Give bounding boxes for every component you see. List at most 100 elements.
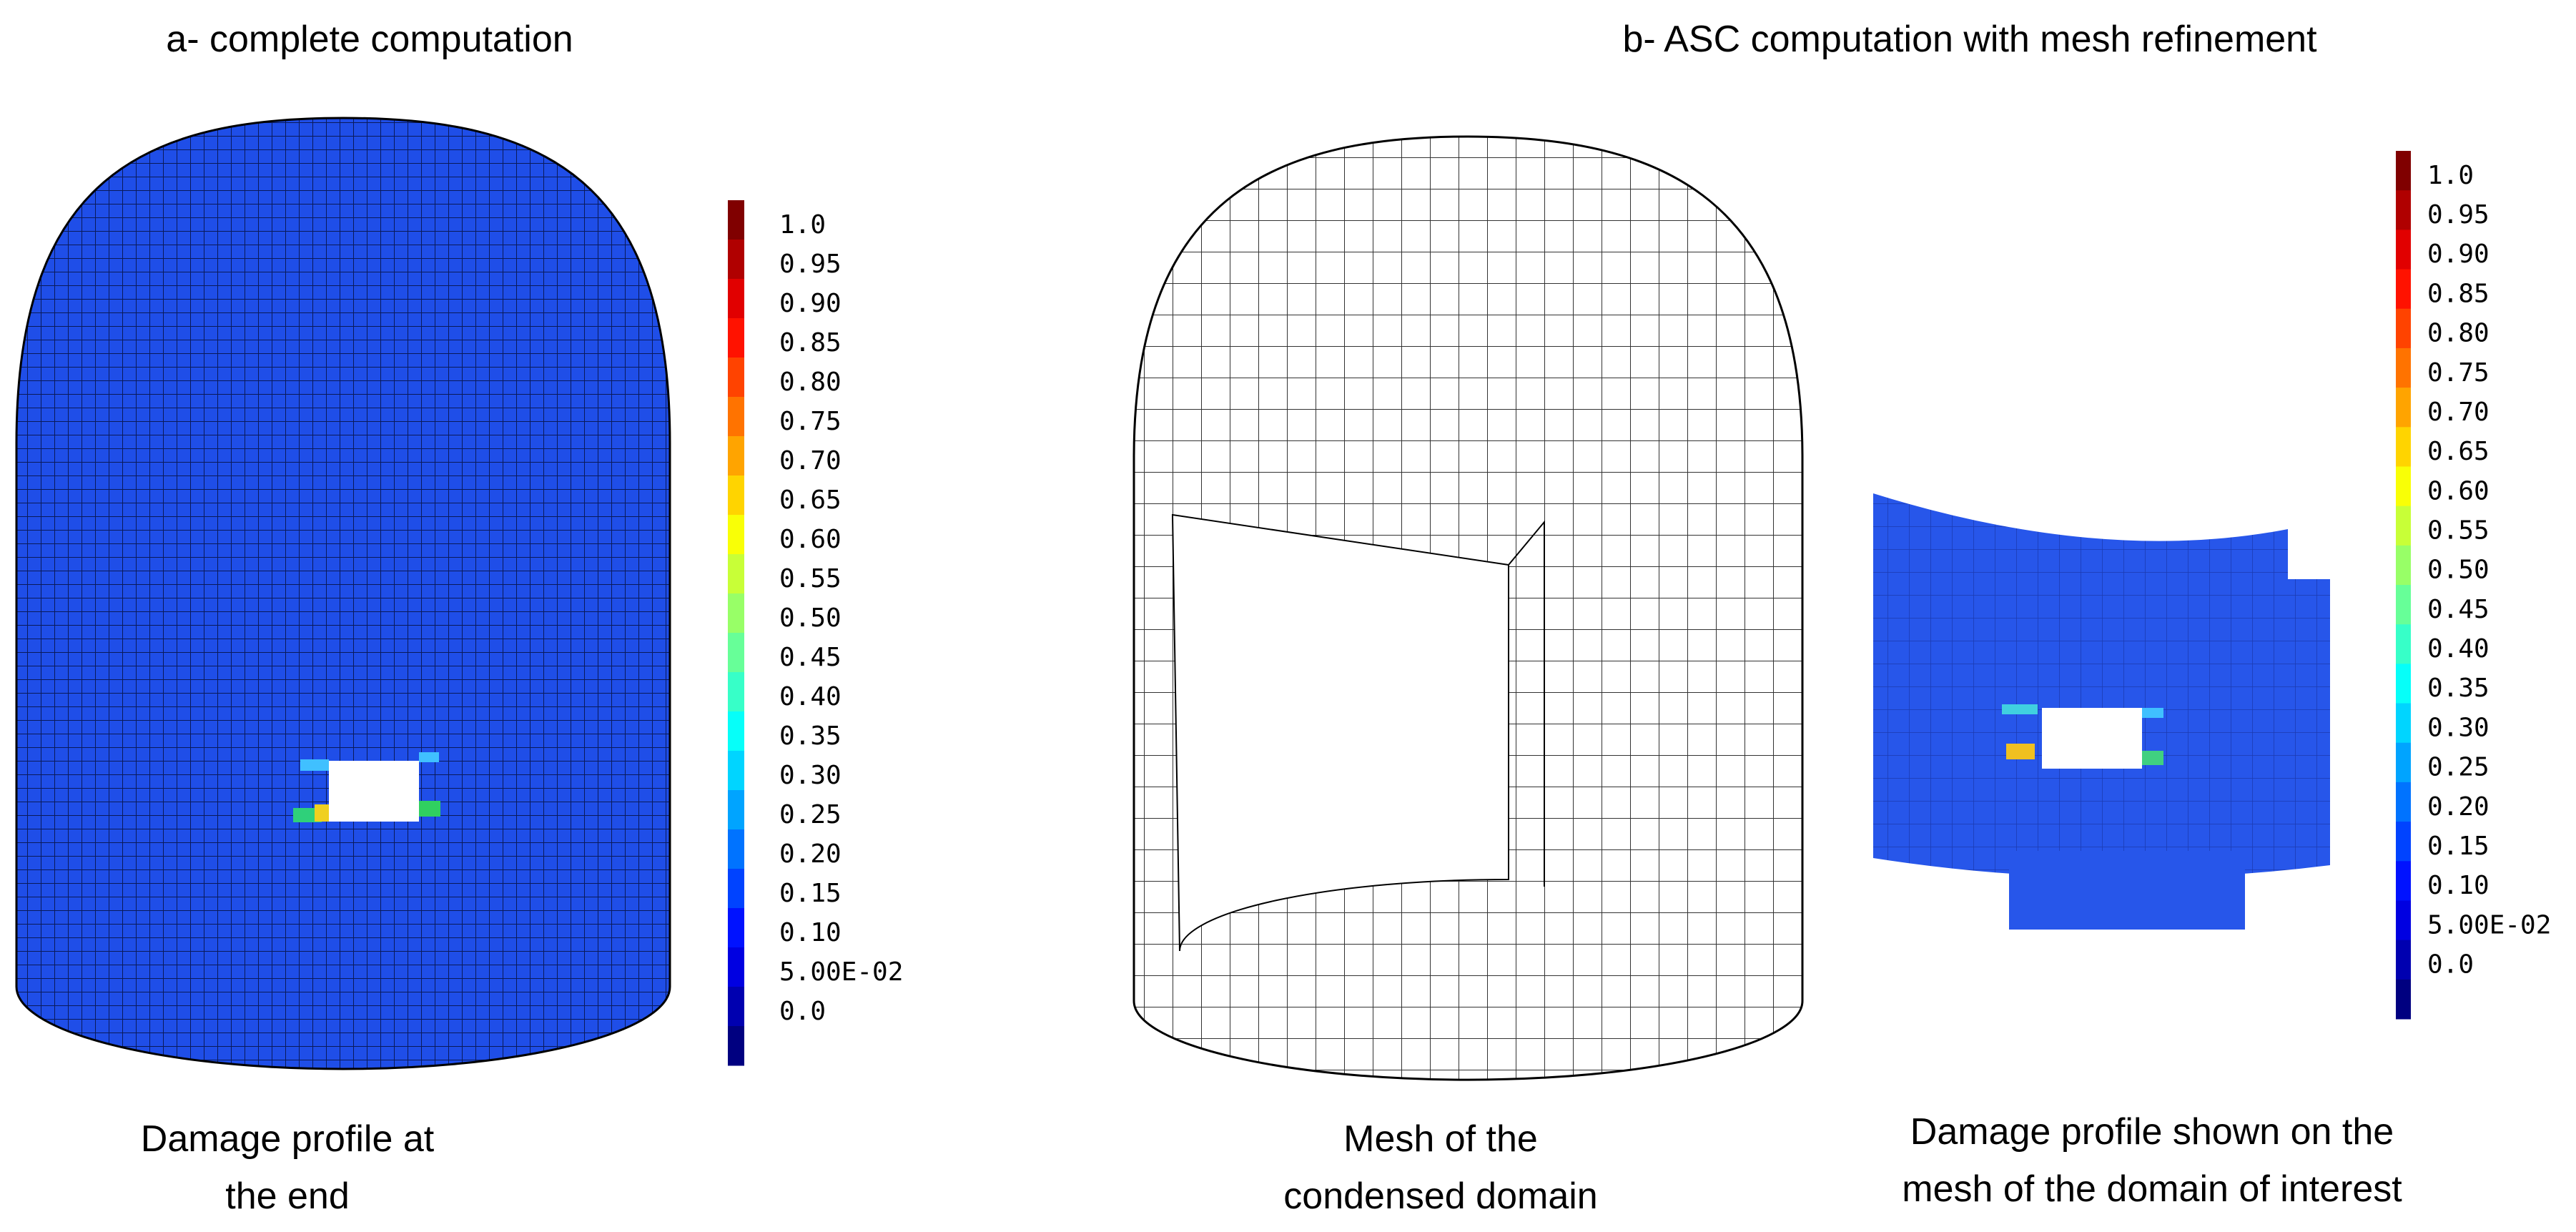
colorbar-segment <box>728 947 744 987</box>
colorbar-segment <box>728 711 744 751</box>
colorbar-label: 0.90 <box>2427 240 2489 269</box>
damage-spot <box>419 752 439 762</box>
colorbar-segment <box>2396 427 2411 467</box>
colorbar-segment <box>2396 151 2411 191</box>
damage-dome <box>15 117 671 1070</box>
colorbar-label: 5.00E-02 <box>779 957 903 987</box>
colorbar-label: 0.20 <box>779 839 842 869</box>
colorbar-segment <box>2396 624 2411 664</box>
caption-line: Damage profile at <box>141 1118 435 1160</box>
damage-spot <box>315 804 329 822</box>
colorbar-segment <box>728 318 744 358</box>
colorbar-label: 0.30 <box>2427 713 2489 742</box>
colorbar-segment <box>728 554 744 594</box>
colorbar-segment <box>728 593 744 634</box>
colorbar-label: 0.75 <box>779 407 842 436</box>
colorbar-segment <box>2396 900 2411 941</box>
colorbar-label: 0.0 <box>779 997 826 1026</box>
colorbar-label: 0.80 <box>779 368 842 397</box>
colorbar-segment <box>728 908 744 948</box>
colorbar-segment <box>728 475 744 516</box>
colorbar-label: 0.85 <box>779 328 842 358</box>
colorbar-label: 0.75 <box>2427 358 2489 388</box>
colorbar-segment <box>2396 782 2411 822</box>
colorbar-label: 0.55 <box>2427 516 2489 546</box>
colorbar-segment <box>2396 703 2411 744</box>
caption-line: condensed domain <box>1283 1176 1597 1217</box>
colorbar-segment <box>2396 822 2411 862</box>
colorbar-label: 0.95 <box>2427 200 2489 230</box>
colorbar-segment <box>2396 979 2411 1020</box>
colorbar-segment <box>2396 506 2411 546</box>
colorbar-segment <box>2396 269 2411 310</box>
colorbar-label: 0.10 <box>2427 871 2489 900</box>
colorbar-label: 0.85 <box>2427 279 2489 308</box>
colorbar-label: 0.40 <box>2427 634 2489 664</box>
damage-spot <box>2142 708 2163 718</box>
opening <box>329 761 419 822</box>
colorbar-label: 1.0 <box>779 210 826 240</box>
colorbar-segment <box>728 790 744 830</box>
colorbar-label: 0.60 <box>2427 476 2489 506</box>
colorbar-label: 0.65 <box>2427 437 2489 466</box>
colorbar-segment <box>2396 664 2411 704</box>
panel-title: a- complete computation <box>166 19 573 60</box>
domain-of-interest <box>1873 493 2330 878</box>
colorbar-label: 0.40 <box>779 682 842 711</box>
colorbar-segment <box>728 751 744 791</box>
domain-of-interest <box>2009 851 2245 930</box>
opening <box>2042 708 2142 769</box>
colorbar-label: 0.35 <box>779 721 842 751</box>
colorbar-segment <box>2396 190 2411 230</box>
colorbar-label: 0.25 <box>779 800 842 829</box>
colorbar-segment <box>2396 348 2411 388</box>
colorbars: 1.0 0.95 0.90 0.85 0.80 0.75 0.70 0.65 0.60 0.55 0… <box>728 151 2551 1066</box>
colorbar-segment <box>728 515 744 555</box>
colorbar-label: 0.20 <box>2427 792 2489 822</box>
damage-spot <box>419 801 440 817</box>
colorbar-label: 0.35 <box>2427 674 2489 703</box>
colorbar-label: 0.50 <box>779 603 842 633</box>
caption-line: mesh of the domain of interest <box>1902 1168 2402 1210</box>
colorbar-label: 0.80 <box>2427 319 2489 348</box>
colorbar-label: 0.95 <box>779 250 842 279</box>
colorbar-segment <box>728 633 744 673</box>
removed-region <box>1171 513 1509 952</box>
colorbar-segment <box>728 279 744 319</box>
colorbar-segment <box>2396 742 2411 783</box>
colorbar-segment <box>2396 861 2411 901</box>
colorbar-segment <box>2396 308 2411 349</box>
colorbar-segment <box>728 1026 744 1066</box>
colorbar-segment <box>2396 940 2411 980</box>
panel-title: b- ASC computation with mesh refinement <box>1622 19 2317 60</box>
caption-line: Mesh of the <box>1343 1118 1538 1160</box>
colorbar-segment <box>728 869 744 909</box>
colorbar-segment <box>2396 230 2411 270</box>
damage-spot <box>300 759 329 771</box>
damage-spot <box>2142 751 2163 765</box>
colorbar-label: 0.10 <box>779 918 842 947</box>
colorbar-label: 0.70 <box>779 446 842 475</box>
colorbar-label: 0.25 <box>2427 753 2489 782</box>
colorbar-segment <box>728 397 744 437</box>
colorbar-label: 0.70 <box>2427 398 2489 427</box>
colorbar-segment <box>728 987 744 1027</box>
colorbar-label: 0.50 <box>2427 556 2489 585</box>
colorbar-segment <box>728 672 744 712</box>
colorbar-segment <box>728 200 744 240</box>
colorbar-segment <box>728 829 744 869</box>
colorbar-label: 1.0 <box>2427 161 2474 190</box>
colorbar-segment <box>728 436 744 476</box>
colorbar-label: 0.90 <box>779 289 842 318</box>
colorbar-segment <box>2396 388 2411 428</box>
colorbar-label: 5.00E-02 <box>2427 910 2551 940</box>
colorbar-label: 0.15 <box>2427 832 2489 861</box>
mesh-edge <box>1508 520 1545 887</box>
damage-spot <box>2002 704 2038 714</box>
colorbar-segment <box>2396 545 2411 586</box>
damage-spot <box>2006 744 2035 759</box>
colorbar-label: 0.45 <box>779 643 842 672</box>
caption-line: the end <box>225 1176 350 1217</box>
colorbar-segment <box>728 358 744 398</box>
colorbar-label: 0.0 <box>2427 950 2474 980</box>
